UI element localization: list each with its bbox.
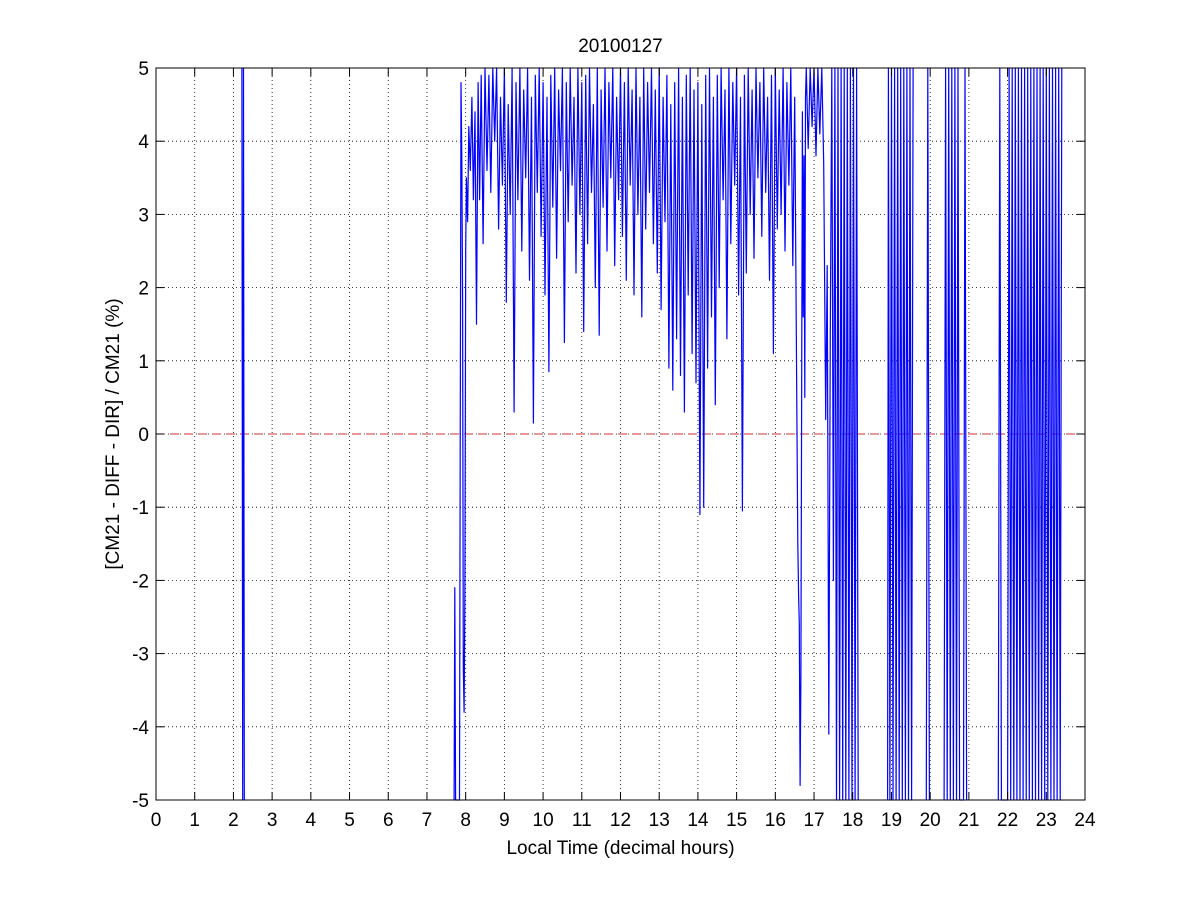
x-tick-label: 10 xyxy=(533,810,554,831)
x-tick-label: 23 xyxy=(1036,810,1057,831)
y-tick-label: 2 xyxy=(138,279,149,300)
y-tick-label: 4 xyxy=(138,132,149,153)
y-tick-label: 1 xyxy=(138,352,149,373)
x-tick-label: 0 xyxy=(151,810,162,831)
x-tick-label: 18 xyxy=(842,810,863,831)
y-tick-label: 0 xyxy=(138,425,149,446)
y-axis-label: [CM21 - DIFF - DIR] / CM21 (%) xyxy=(103,298,124,569)
x-tick-label: 21 xyxy=(958,810,979,831)
series-line-segment xyxy=(241,67,245,801)
x-tick-label: 2 xyxy=(228,810,239,831)
x-tick-label: 13 xyxy=(649,810,670,831)
x-tick-label: 19 xyxy=(881,810,902,831)
y-tick-label: 5 xyxy=(138,59,149,80)
y-tick-label: -2 xyxy=(132,571,149,592)
x-tick-label: 11 xyxy=(572,810,592,831)
x-axis-ticks: 0 1 2 3 4 5 6 7 8 9 10 11 12 13 14 15 16 17 18 19 20 21 22 23 24 xyxy=(151,68,1096,831)
x-tick-label: 5 xyxy=(344,810,355,831)
series-line-segment xyxy=(886,67,914,801)
x-tick-label: 9 xyxy=(499,810,510,831)
x-tick-label: 16 xyxy=(765,810,786,831)
y-tick-label: -5 xyxy=(132,791,149,812)
y-tick-label: -3 xyxy=(132,645,149,666)
chart-title: 20100127 xyxy=(578,36,663,57)
x-tick-label: 8 xyxy=(460,810,471,831)
x-tick-label: 20 xyxy=(920,810,941,831)
y-tick-label: -4 xyxy=(132,718,149,739)
x-tick-label: 4 xyxy=(306,810,317,831)
x-axis-label: Local Time (decimal hours) xyxy=(506,838,734,859)
x-tick-label: 6 xyxy=(383,810,394,831)
x-tick-label: 7 xyxy=(422,810,433,831)
x-tick-label: 3 xyxy=(267,810,278,831)
x-tick-label: 24 xyxy=(1074,810,1096,831)
x-tick-label: 1 xyxy=(189,810,200,831)
y-tick-label: -1 xyxy=(132,498,149,519)
x-tick-label: 22 xyxy=(997,810,1018,831)
x-tick-label: 17 xyxy=(803,810,824,831)
x-tick-label: 12 xyxy=(610,810,631,831)
x-tick-label: 14 xyxy=(687,810,709,831)
y-tick-label: 3 xyxy=(138,205,149,226)
x-tick-label: 15 xyxy=(726,810,747,831)
y-axis-ticks: 5 4 3 2 1 0 -1 -2 -3 -4 -5 xyxy=(132,59,1085,812)
